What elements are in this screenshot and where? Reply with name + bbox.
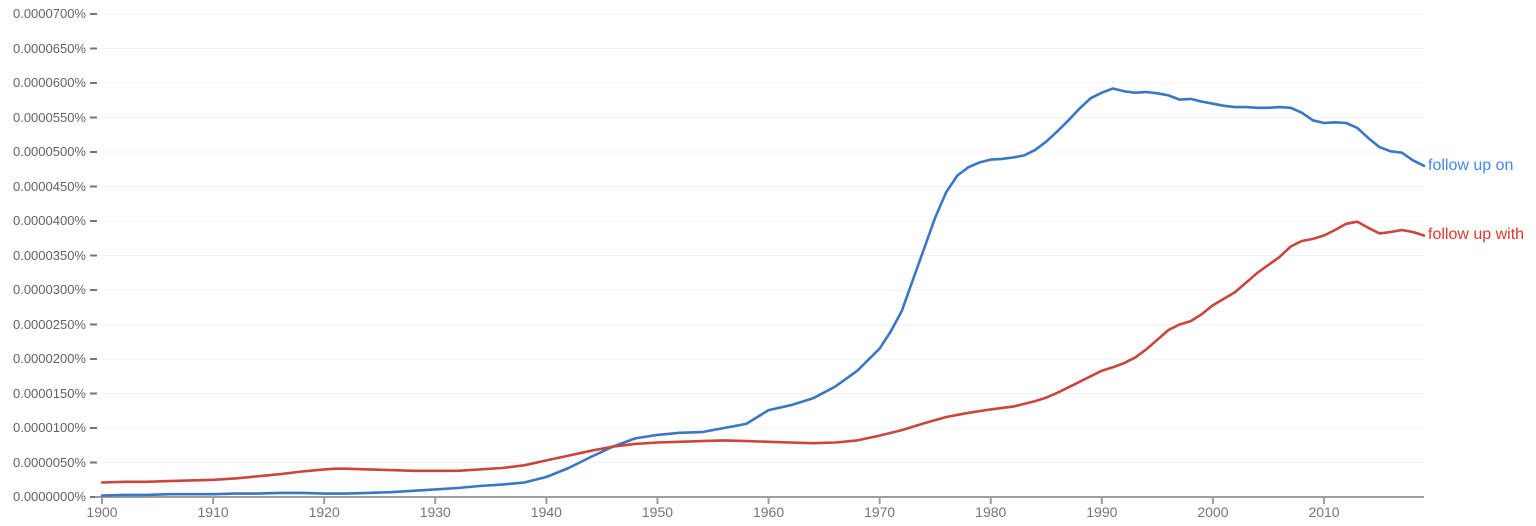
x-axis-tick-label: 1980 [975, 504, 1007, 520]
x-axis-tick-label: 1990 [1086, 504, 1118, 520]
x-axis-tick-label: 1910 [197, 504, 229, 520]
x-axis-tick-label: 1970 [864, 504, 896, 520]
y-axis-tick-label: 0.0000650% [12, 40, 86, 56]
y-axis-tick-label: 0.0000150% [12, 385, 86, 401]
y-axis-tick-label: 0.0000600% [12, 75, 86, 90]
x-axis-tick-label: 2010 [1308, 504, 1340, 520]
y-axis-tick-label: 0.0000700% [12, 6, 86, 21]
y-axis-tick-label: 0.0000100% [12, 420, 86, 435]
x-axis-tick-label: 1940 [530, 504, 562, 520]
y-axis-tick-label: 0.0000000% [12, 489, 86, 504]
series-label-follow-up-with: follow up with [1428, 226, 1525, 244]
x-axis-tick-label: 1950 [641, 504, 674, 520]
y-axis-tick-label: 0.0000400% [12, 213, 86, 228]
y-axis-tick-label: 0.0000550% [12, 109, 86, 125]
series-line-follow-up-with[interactable] [100, 220, 1426, 484]
y-axis-tick-label: 0.0000500% [12, 144, 86, 159]
x-axis-tick-label: 2000 [1197, 504, 1229, 520]
series-line-follow-up-on[interactable] [100, 87, 1426, 497]
series-label-follow-up-on: follow up on [1428, 156, 1514, 174]
y-axis-tick-label: 0.0000050% [12, 454, 86, 470]
x-axis-tick-label: 1930 [419, 504, 451, 520]
x-axis-tick-label: 1900 [86, 504, 118, 520]
y-axis-tick-label: 0.0000250% [12, 316, 86, 332]
y-axis-tick-label: 0.0000450% [12, 178, 86, 194]
x-axis-tick-label: 1920 [308, 504, 340, 520]
y-axis-tick-label: 0.0000350% [12, 247, 86, 263]
x-axis-tick-label: 1960 [752, 504, 785, 520]
y-axis-tick-label: 0.0000200% [12, 351, 86, 366]
y-axis-tick-label: 0.0000300% [12, 282, 86, 297]
